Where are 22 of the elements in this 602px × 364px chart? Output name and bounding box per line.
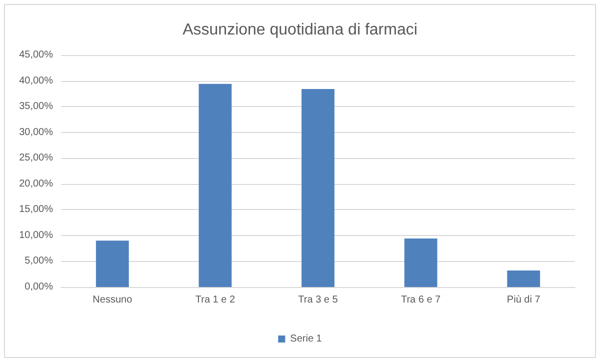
y-tick-label: 5,00% bbox=[24, 256, 54, 267]
y-tick-label: 10,00% bbox=[19, 230, 54, 241]
bar bbox=[302, 89, 334, 287]
y-tick-label: 20,00% bbox=[19, 178, 54, 190]
x-tick-label: Più di 7 bbox=[506, 294, 541, 306]
bar bbox=[507, 270, 540, 287]
x-tick-label: Tra 3 e 5 bbox=[298, 294, 338, 306]
bar bbox=[404, 238, 438, 287]
y-tick-label: 35,00% bbox=[19, 101, 54, 112]
y-tick-label: 25,00% bbox=[19, 152, 54, 164]
x-tick-label: Nessuno bbox=[92, 294, 133, 306]
x-tick-label: Tra 1 e 2 bbox=[195, 294, 236, 306]
y-tick-label: 45,00% bbox=[19, 50, 54, 60]
bar bbox=[96, 240, 129, 287]
y-tick-label: 0,00% bbox=[24, 282, 54, 292]
y-tick-label: 15,00% bbox=[19, 204, 54, 216]
bar bbox=[198, 84, 232, 287]
y-tick-label: 30,00% bbox=[19, 126, 54, 138]
y-tick-label: 40,00% bbox=[19, 75, 54, 86]
legend-label: Serie 1 bbox=[290, 334, 322, 344]
chart-title: Assunzione quotidiana di farmaci bbox=[182, 22, 418, 38]
x-tick-label: Tra 6 e 7 bbox=[400, 294, 442, 306]
